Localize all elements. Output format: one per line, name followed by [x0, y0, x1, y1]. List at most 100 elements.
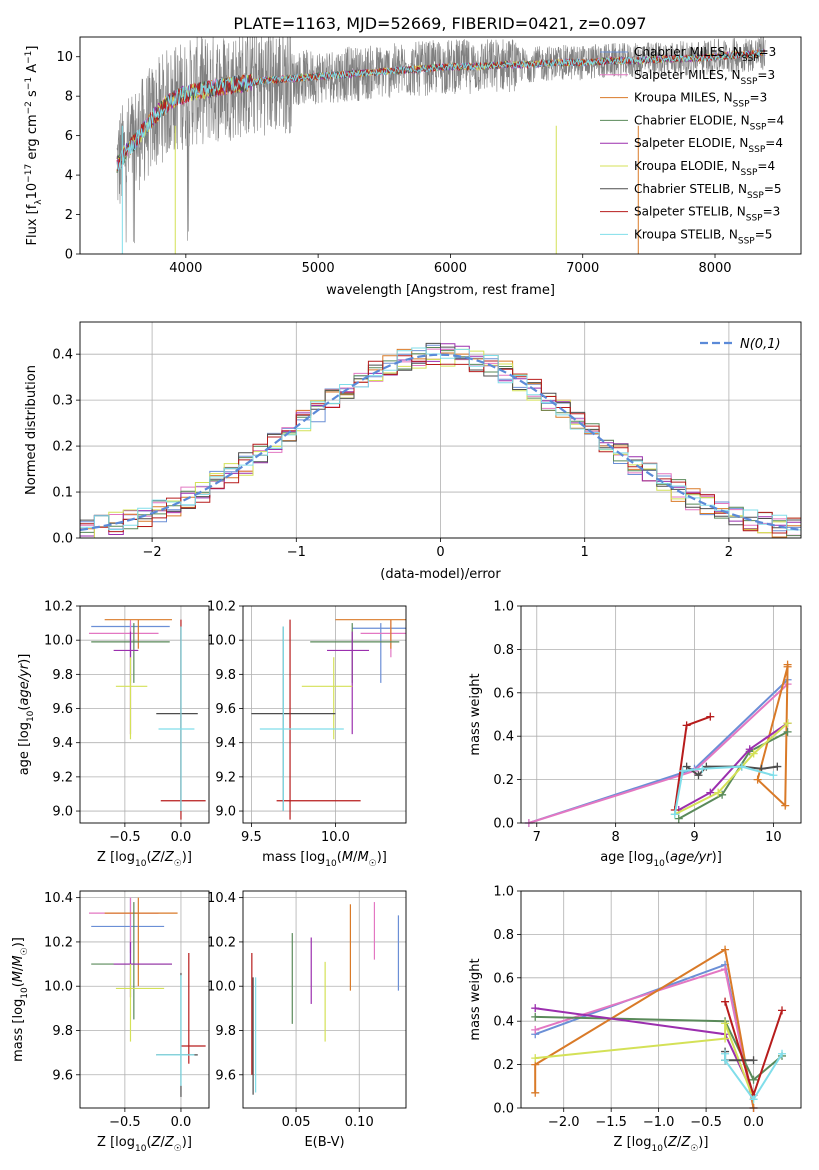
y-tick-label: 10.4 [44, 891, 73, 906]
y-tick-label: 0.8 [493, 643, 514, 658]
x-tick-label: 2 [725, 545, 733, 560]
y-tick-label: 9.8 [215, 1024, 236, 1039]
y-tick-label: 9.2 [52, 770, 73, 785]
marker-kroupa-miles [753, 775, 762, 784]
y-tick-label: 0.3 [52, 394, 73, 409]
x-tick-label: −1.0 [643, 1115, 675, 1130]
x-tick-label: 6000 [434, 261, 467, 276]
x-tick-label: 0.0 [171, 1115, 192, 1130]
y-tick-label: 0.1 [52, 486, 73, 501]
y-tick-label: 9.0 [215, 805, 236, 820]
massweight-line-kroupa-elodie [674, 722, 789, 816]
marker-salpeter-stelib [778, 1006, 787, 1015]
y-tick-label: 9.0 [52, 805, 73, 820]
legend-label-kroupa-miles: Kroupa MILES, NSSP=3 [634, 91, 767, 110]
y-tick-label: 9.6 [215, 702, 236, 717]
y-tick-label: 1.0 [493, 885, 514, 900]
y-tick-label: 4 [65, 169, 73, 184]
y-tick-label: 2 [65, 208, 73, 223]
y-tick-label: 6 [65, 129, 73, 144]
axes-frame [79, 605, 210, 824]
x-tick-label: 7 [533, 830, 541, 845]
histogram-kroupa-stelib [80, 347, 801, 538]
z-vs-mass-panel: −0.5 0.0 9.6 9.8 10.0 10.2 10.4 Z [log10(Z/Z☉)]… [11, 890, 210, 1154]
y-tick-label: 10.0 [44, 980, 73, 995]
legend-label-salpeter-miles: Salpeter MILES, NSSP=3 [634, 68, 775, 87]
axes-frame [79, 36, 802, 255]
axes-frame [242, 890, 407, 1109]
x-tick-label: −0.5 [109, 830, 141, 845]
marker-kroupa-miles [781, 801, 790, 810]
x-tick-label: 0.05 [282, 1115, 311, 1130]
x-axis-label: E(B-V) [304, 1135, 344, 1150]
x-axis-label: Z [log10(Z/Z☉)] [97, 850, 192, 869]
x-tick-label: 9.5 [241, 830, 262, 845]
marker-salpeter-miles [531, 1025, 540, 1034]
marker-kroupa-stelib [721, 1056, 730, 1065]
y-tick-label: 10.2 [207, 935, 236, 950]
marker-kroupa-elodie [531, 1054, 540, 1063]
axes-frame [520, 890, 802, 1109]
y-axis-label: mass weight [468, 958, 483, 1040]
y-tick-label: 10.4 [207, 891, 236, 906]
y-axis-label: age [log10(age/yr)] [17, 654, 36, 776]
legend-label-chabrier-stelib: Chabrier STELIB, NSSP=5 [634, 182, 782, 201]
massweight-line-salpeter-elodie [678, 722, 789, 811]
y-tick-label: 8 [65, 90, 73, 105]
marker-salpeter-elodie [706, 788, 715, 797]
axes-frame [242, 605, 407, 824]
massweight-line-kroupa-miles [756, 664, 789, 808]
x-tick-label: 0.10 [345, 1115, 374, 1130]
marker-chabrier-stelib [773, 762, 782, 771]
spectrum-panel: 4000 5000 6000 7000 8000 0 2 4 6 8 10 Chabrier MILE… [24, 36, 802, 298]
y-tick-label: 0.2 [52, 440, 73, 455]
x-tick-label: −1.5 [595, 1115, 627, 1130]
y-tick-label: 10.0 [207, 980, 236, 995]
y-tick-label: 9.4 [52, 736, 73, 751]
y-tick-label: 1.0 [493, 600, 514, 615]
y-tick-label: 0.4 [493, 1015, 514, 1030]
y-tick-label: 0.0 [52, 532, 73, 547]
marker-kroupa-stelib [737, 762, 746, 771]
marker-kroupa-stelib [670, 810, 679, 819]
x-tick-label: 4000 [169, 261, 202, 276]
y-tick-label: 0.2 [493, 1058, 514, 1073]
y-tick-label: 0.8 [493, 928, 514, 943]
y-axis-label: Flux [fλ10−17 erg cm−2 s−1 A−1] [24, 46, 44, 246]
marker-kroupa-elodie [721, 1019, 730, 1028]
ebv-vs-mass-panel: 0.05 0.10 9.6 9.8 10.0 10.2 10.4 E(B-V) [207, 890, 407, 1150]
x-axis-label: Z [log10(Z/Z☉)] [97, 1135, 192, 1154]
y-tick-label: 9.6 [52, 1068, 73, 1083]
y-tick-label: 9.8 [215, 668, 236, 683]
x-axis-label: age [log10(age/yr)] [600, 850, 722, 869]
x-tick-label: 0 [436, 545, 444, 560]
gaussian-curve [79, 353, 802, 531]
y-axis-label: Normed distribution [24, 365, 39, 495]
y-tick-label: 0.6 [493, 971, 514, 986]
x-tick-label: 10 [765, 830, 782, 845]
x-tick-label: 5000 [302, 261, 335, 276]
marker-kroupa-miles [531, 1088, 540, 1097]
marker-salpeter-stelib [706, 712, 715, 721]
histogram-salpeter-elodie [80, 343, 801, 538]
y-tick-label: 9.6 [52, 702, 73, 717]
marker-chabrier-stelib [694, 771, 703, 780]
y-tick-label: 9.2 [215, 770, 236, 785]
marker-chabrier-elodie [749, 1075, 758, 1084]
marker-kroupa-miles [783, 662, 792, 671]
marker-kroupa-elodie [714, 788, 723, 797]
y-tick-label: 9.6 [215, 1068, 236, 1083]
y-axis-label: mass [log10(M/M☉)] [11, 937, 30, 1062]
legend-label-salpeter-stelib: Salpeter STELIB, NSSP=3 [634, 205, 780, 224]
axes-frame [79, 890, 210, 1109]
marker-kroupa-elodie [783, 719, 792, 728]
z-vs-age-panel: −0.5 0.0 9.0 9.2 9.4 9.6 9.8 10.0 10.2 Z [log10(Z… [17, 600, 210, 869]
y-tick-label: 9.8 [52, 668, 73, 683]
model-spectrum-kroupa-stelib [116, 48, 766, 172]
massweight-line-kroupa-miles [534, 947, 755, 1108]
z-vs-massweight-panel: −2.0 −1.5 −1.0 −0.5 0.0 0.0 0.2 0.4 0.6 0.8 1.0 Z [… [468, 885, 802, 1154]
marker-kroupa-elodie [749, 749, 758, 758]
y-tick-label: 10 [56, 50, 73, 65]
marker-salpeter-elodie [531, 1004, 540, 1013]
